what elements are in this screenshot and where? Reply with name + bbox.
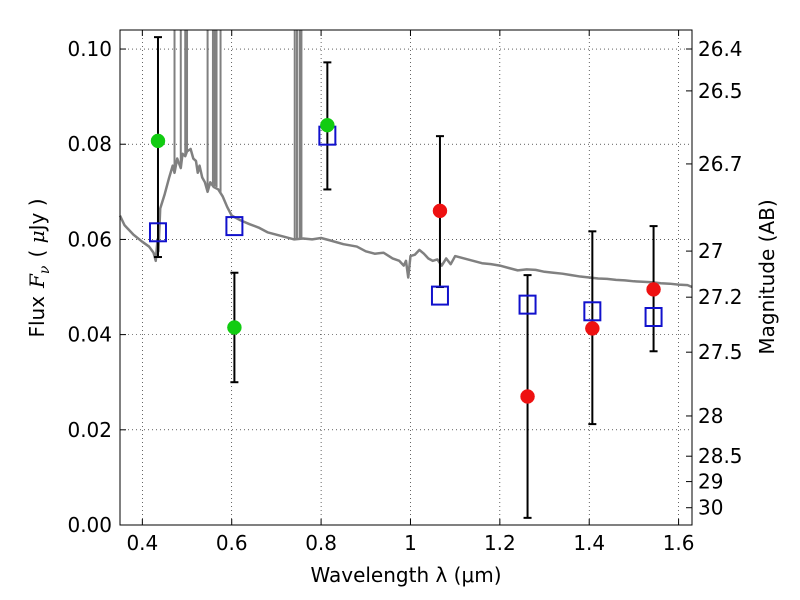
observed-flux-point (646, 282, 661, 297)
marker-layer (148, 117, 663, 404)
mag-tick-label: 28 (698, 404, 723, 428)
model-photometry-square (225, 216, 244, 237)
y-axis-label-units-rest: Jy ) (25, 198, 49, 232)
mag-tick-label: 30 (698, 496, 723, 520)
model-photometry-square (430, 285, 449, 306)
y-tick-label: 0.08 (67, 132, 112, 156)
y-axis-label-prefix: Flux (25, 296, 49, 338)
grid-lines (120, 30, 692, 526)
y-axis-label-symbol: F (25, 273, 49, 289)
y-tick-label: 0.10 (67, 37, 112, 61)
mag-tick-label: 27 (698, 239, 723, 263)
model-photometry-square (644, 307, 663, 328)
tick-layer: 0.4 0.6 0.8 1 1.2 1.4 1.6 0.00 0.02 0.04 0.06 0.08 0… (67, 30, 743, 555)
observed-flux-point (150, 133, 166, 149)
observed-flux-point (227, 320, 242, 335)
y-tick-label: 0.06 (67, 227, 112, 251)
x-tick-label: 0.4 (126, 531, 158, 555)
observed-flux-point (320, 117, 335, 133)
x-tick-label: 1.2 (484, 531, 516, 555)
mag-tick-label: 28.5 (698, 444, 743, 468)
y-tick-label: 0.00 (67, 513, 112, 537)
mag-tick-label: 26.5 (698, 79, 743, 103)
mag-tick-label: 27.2 (698, 285, 743, 309)
right-axis-label: Magnitude (AB) (755, 199, 779, 354)
y-tick-label: 0.04 (67, 323, 112, 347)
x-tick-label: 0.8 (305, 531, 337, 555)
model-photometry-square (148, 222, 167, 243)
x-tick-label: 1 (404, 531, 417, 555)
y-axis-label: Flux Fν ( μJy ) (25, 198, 53, 337)
observed-flux-point (520, 389, 535, 404)
mag-tick-label: 27.5 (698, 340, 743, 364)
model-photometry-square (583, 301, 602, 322)
observed-flux-point (432, 203, 448, 219)
y-axis-label-units-open: ( (25, 243, 49, 257)
model-spectrum-line (118, 147, 693, 289)
mag-tick-label: 26.7 (698, 152, 743, 176)
mag-tick-label: 26.4 (698, 37, 743, 61)
x-tick-label: 0.6 (216, 531, 248, 555)
plot-frame (119, 29, 693, 526)
model-photometry-square (518, 294, 537, 315)
y-tick-label: 0.02 (67, 418, 112, 442)
x-tick-label: 1.6 (663, 531, 695, 555)
x-tick-label: 1.4 (573, 531, 605, 555)
mag-tick-label: 29 (698, 470, 723, 494)
observed-flux-point (585, 321, 600, 336)
model-spectrum-layer (118, 30, 693, 289)
x-axis-label: Wavelength λ (μm) (310, 563, 501, 587)
y-axis-label-units-mu: μ (25, 230, 49, 243)
y-axis-label-symbol-sub: ν (37, 265, 53, 274)
